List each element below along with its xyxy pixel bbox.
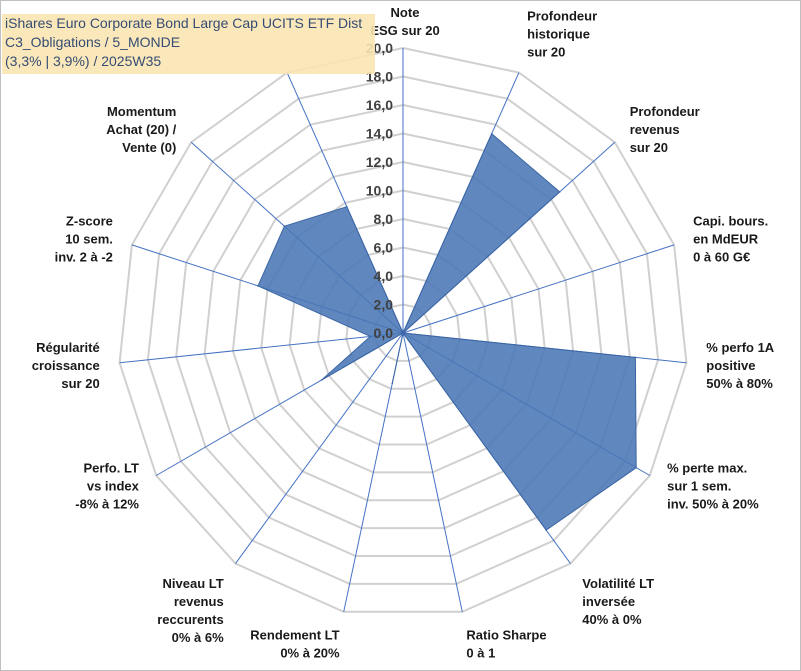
tick-label-2: 4,0 [374,268,394,284]
spoke-3 [402,244,675,334]
series-point-14 [346,205,348,208]
axis-label-2: Profondeur revenus sur 20 [630,104,700,155]
chart-title-line-3: (3,3% | 3,9%) / 2025W35 [5,53,162,69]
grid-ring-9 [146,75,660,585]
axis-label-13: Momentum Achat (20) / Vente (0) [106,104,176,155]
series-point-4 [634,356,637,359]
series-point-9 [402,332,404,334]
axis-label-6: Volatilité LT inversée 40% à 0% [582,576,654,627]
spoke-7 [402,332,463,612]
series-point-2 [558,191,561,193]
series-point-13 [283,225,286,227]
tick-label-6: 12,0 [366,154,393,170]
chart-title-line-1: iShares Euro Corporate Bond Large Cap UC… [5,15,363,31]
grid-ring-7 [203,132,603,530]
series-area [257,133,637,531]
axis-label-11: Régularité croissance sur 20 [32,340,100,391]
axis-label-10: Perfo. LT vs index -8% à 12% [75,461,139,512]
tick-label-8: 16,0 [366,97,393,113]
axis-label-9: Niveau LT revenus reccurents 0% à 6% [157,576,224,645]
axis-label-5: % perte max. sur 1 sem. inv. 50% à 20% [667,461,759,512]
series-point-11 [369,335,372,338]
chart-title-line-2: C3_Obligations / 5_MONDE [5,34,181,50]
series-point-12 [257,285,259,287]
series-point-6 [545,529,547,531]
chart-title-box: iShares Euro Corporate Bond Large Cap UC… [2,14,375,74]
tick-label-0: 0,0 [374,325,394,341]
tick-label-4: 8,0 [374,211,394,227]
axis-label-7: Ratio Sharpe 0 à 1 [466,627,546,660]
radar-tick-labels: 0,02,04,06,08,010,012,014,016,018,020,0 [366,40,393,341]
spoke-11 [119,332,404,364]
tick-label-1: 2,0 [374,297,394,313]
grid-ring-10 [118,46,688,613]
axis-label-3: Capi. bours. en MdEUR 0 à 60 G€ [693,214,768,265]
axis-label-8: Rendement LT 0% à 20% [250,627,340,660]
grid-ring-8 [175,103,631,557]
tick-label-3: 6,0 [374,240,394,256]
series-point-10 [320,379,323,381]
axis-label-4: % perfo 1A positive 50% à 80% [706,340,775,391]
series-point-1 [490,133,493,135]
axis-label-12: Z-score 10 sem. inv. 2 à -2 [55,214,113,265]
series-point-5 [635,466,637,469]
tick-label-5: 10,0 [366,183,393,199]
tick-label-7: 14,0 [366,126,393,142]
series-point-8 [391,382,394,385]
radar-axis-labels: Note ESG sur 20 Profondeur historique sur 20… [32,5,775,660]
spoke-9 [235,332,404,564]
grid-ring-6 [231,160,575,502]
radar-series [257,133,637,531]
axis-label-1: Profondeur historique sur 20 [527,8,597,59]
axis-label-0: Note ESG sur 20 [370,5,439,38]
